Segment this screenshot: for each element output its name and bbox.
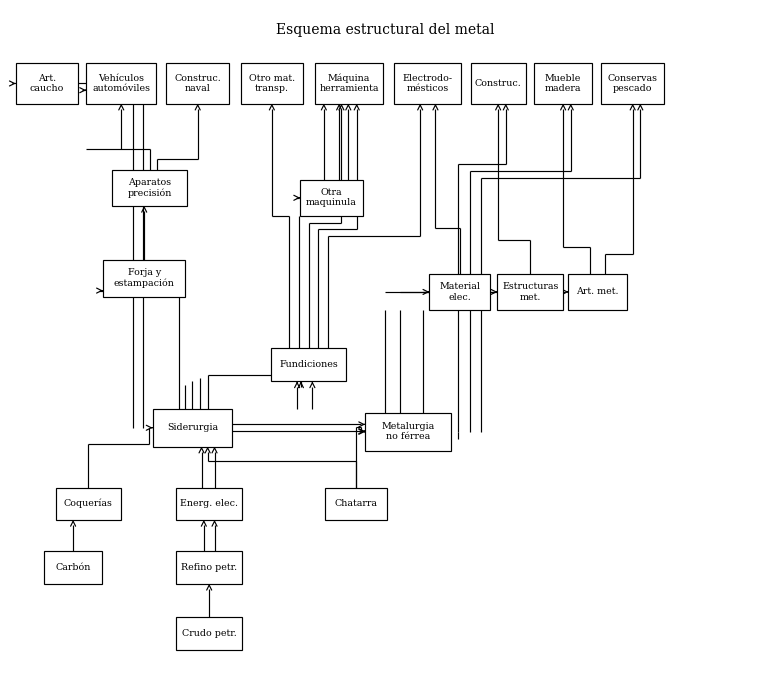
- Bar: [86, 63, 156, 104]
- Bar: [112, 170, 187, 206]
- Text: Art.
caucho: Art. caucho: [30, 74, 65, 93]
- Text: Fundiciones: Fundiciones: [280, 360, 338, 369]
- Text: Construc.
naval: Construc. naval: [174, 74, 221, 93]
- Text: Crudo petr.: Crudo petr.: [182, 629, 236, 638]
- Text: Art. met.: Art. met.: [576, 287, 619, 296]
- Text: Siderurgia: Siderurgia: [167, 423, 218, 433]
- Bar: [430, 274, 490, 310]
- Bar: [497, 274, 563, 310]
- Bar: [176, 551, 242, 584]
- Text: Aparatos
precisión: Aparatos precisión: [127, 178, 172, 198]
- Text: Conservas
pescado: Conservas pescado: [608, 74, 658, 93]
- Text: Otro mat.
transp.: Otro mat. transp.: [249, 74, 295, 93]
- Bar: [534, 63, 592, 104]
- Text: Electrodo-
mésticos: Electrodo- mésticos: [403, 74, 453, 93]
- Bar: [568, 274, 627, 310]
- Text: Energ. elec.: Energ. elec.: [180, 499, 238, 508]
- Text: Esquema estructural del metal: Esquema estructural del metal: [276, 22, 494, 37]
- Text: Vehículos
automóviles: Vehículos automóviles: [92, 74, 150, 93]
- Bar: [271, 348, 346, 381]
- Text: Mueble
madera: Mueble madera: [545, 74, 581, 93]
- Bar: [44, 551, 102, 584]
- Bar: [316, 63, 383, 104]
- Text: Máquina
herramienta: Máquina herramienta: [320, 73, 379, 94]
- Text: Forja y
estampación: Forja y estampación: [114, 268, 175, 288]
- Text: Refino petr.: Refino petr.: [181, 563, 237, 572]
- Text: Construc.: Construc.: [475, 79, 521, 88]
- Text: Carbón: Carbón: [55, 563, 91, 572]
- Bar: [240, 63, 303, 104]
- Text: Chatarra: Chatarra: [334, 499, 377, 508]
- Bar: [300, 180, 363, 216]
- Bar: [103, 260, 186, 298]
- Bar: [166, 63, 229, 104]
- Bar: [325, 487, 387, 520]
- Text: Material
elec.: Material elec.: [440, 282, 480, 302]
- Bar: [176, 487, 242, 520]
- Bar: [394, 63, 461, 104]
- Text: Metalurgia
no férrea: Metalurgia no férrea: [381, 422, 434, 441]
- Bar: [601, 63, 664, 104]
- Bar: [365, 413, 450, 451]
- Bar: [152, 409, 232, 447]
- Text: Otra
maquinula: Otra maquinula: [306, 188, 357, 207]
- Bar: [55, 487, 121, 520]
- Text: Estructuras
met.: Estructuras met.: [502, 282, 558, 302]
- Bar: [470, 63, 526, 104]
- Bar: [176, 618, 242, 650]
- Bar: [15, 63, 79, 104]
- Text: Coquerías: Coquerías: [64, 499, 113, 508]
